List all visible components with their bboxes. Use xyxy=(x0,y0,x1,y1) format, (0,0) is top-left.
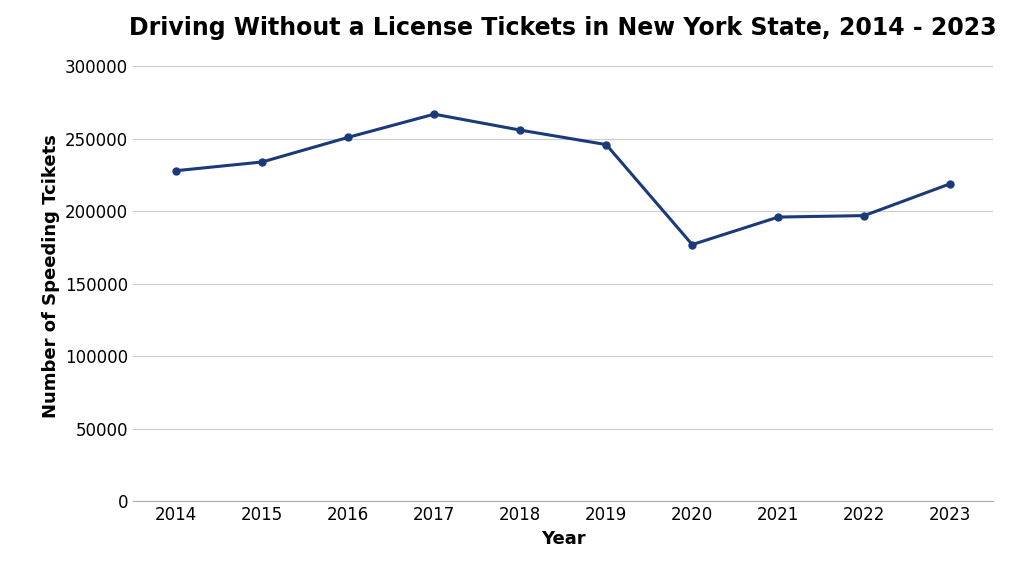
Y-axis label: Number of Speeding Tcikets: Number of Speeding Tcikets xyxy=(42,135,59,418)
Title: Driving Without a License Tickets in New York State, 2014 - 2023: Driving Without a License Tickets in New… xyxy=(129,16,997,40)
X-axis label: Year: Year xyxy=(541,529,586,548)
